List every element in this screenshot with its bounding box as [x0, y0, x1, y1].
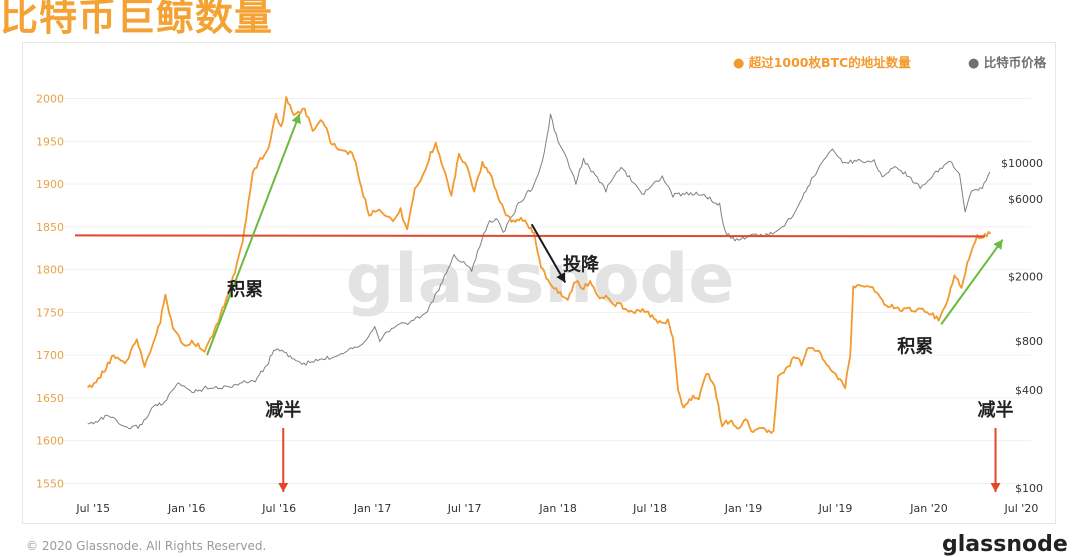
x-tick-label: Jan '17	[353, 502, 391, 515]
reference-line	[74, 234, 986, 238]
accumulation-label: 积累	[227, 279, 263, 300]
right-tick-label: $10000	[1001, 157, 1043, 170]
halving-label: 减半	[265, 399, 301, 421]
accumulation-arrow-head	[291, 113, 301, 125]
x-tick-label: Jul '16	[261, 502, 296, 515]
legend-label: 超过1000枚BTC的地址数量	[748, 55, 911, 70]
legend-dot-icon: ●	[733, 56, 745, 71]
x-tick-label: Jan '20	[909, 502, 947, 515]
accumulation-arrow-head	[993, 239, 1003, 250]
whale-count-line	[87, 96, 992, 434]
left-tick-label: 1700	[36, 349, 64, 362]
right-tick-label: $400	[1015, 384, 1043, 397]
legend-item-btc-price[interactable]: ● 比特币价格	[968, 52, 1046, 71]
left-tick-label: 1900	[36, 178, 64, 191]
left-tick-label: 1750	[36, 306, 64, 319]
left-tick-label: 1600	[36, 435, 64, 448]
x-tick-label: Jul '20	[1004, 502, 1039, 515]
right-tick-label: $6000	[1008, 193, 1043, 206]
right-axis: $100 $400 $800 $2000 $6000 $10000	[1001, 157, 1043, 495]
copyright: © 2020 Glassnode. All Rights Reserved.	[26, 539, 267, 553]
left-tick-label: 1650	[36, 392, 64, 405]
x-tick-label: Jul '18	[632, 502, 667, 515]
legend-dot-icon: ●	[968, 56, 980, 71]
x-tick-label: Jan '16	[167, 502, 205, 515]
legend-item-whale-count[interactable]: ● 超过1000枚BTC的地址数量	[733, 52, 911, 71]
left-tick-label: 1850	[36, 221, 64, 234]
capitulation-arrow	[530, 223, 567, 283]
watermark: glassnode	[346, 240, 735, 319]
right-tick-label: $100	[1015, 482, 1043, 495]
series-layer	[87, 96, 992, 434]
btc-price-line	[87, 113, 991, 430]
x-tick-label: Jul '17	[447, 502, 482, 515]
halving-arrow-head	[278, 483, 289, 492]
x-axis: Jul '15 Jan '16 Jul '16 Jan '17 Jul '17 Jan '…	[75, 502, 1038, 515]
left-tick-label: 1950	[36, 135, 64, 148]
accumulation-arrow	[206, 113, 301, 356]
right-tick-label: $800	[1015, 335, 1043, 348]
x-tick-label: Jul '15	[75, 502, 110, 515]
reference-line-layer	[74, 234, 986, 238]
brand-logo: glassnode	[942, 532, 1068, 557]
x-tick-label: Jul '19	[818, 502, 853, 515]
accumulation-label: 积累	[897, 337, 933, 358]
chart-frame	[22, 42, 1056, 524]
halving-arrow-head	[990, 483, 1001, 492]
capitulation-label: 投降	[563, 253, 600, 275]
x-tick-label: Jan '18	[538, 502, 576, 515]
left-tick-label: 1550	[36, 477, 64, 490]
legend-label: 比特币价格	[983, 55, 1047, 70]
left-tick-label: 1800	[36, 264, 64, 277]
accumulation-arrow	[940, 239, 1004, 325]
capitulation-arrow-head	[556, 272, 566, 283]
halving-label: 减半	[978, 399, 1014, 421]
x-tick-label: Jan '19	[724, 502, 762, 515]
left-tick-label: 2000	[36, 93, 64, 106]
gridlines	[64, 98, 1031, 484]
page-title: 比特币巨鲸数量	[0, 0, 274, 39]
right-tick-label: $2000	[1008, 270, 1043, 283]
left-axis: 1550 1600 1650 1700 1750 1800 1850 1900 1950 2000	[36, 93, 64, 491]
